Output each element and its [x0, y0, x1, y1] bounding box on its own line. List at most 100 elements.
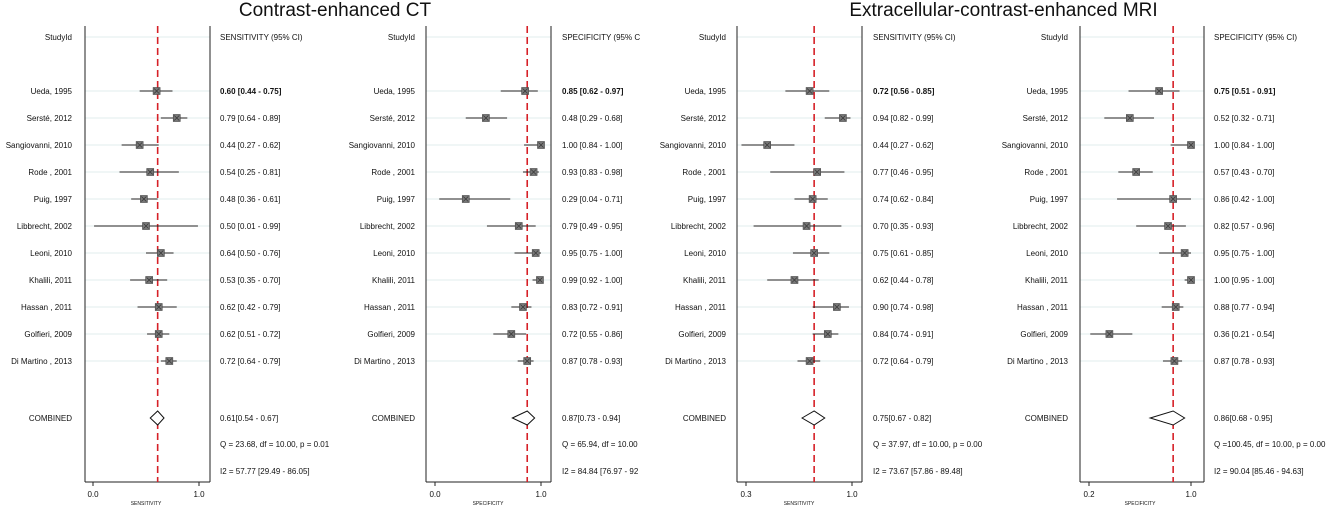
forest-panel-1: StudyId SENSITIVITY (95% CI) Ueda, 1995 0.6… [6, 26, 330, 507]
point-mark [483, 115, 489, 121]
study-ci-label: 0.62 [0.44 - 0.78] [873, 276, 934, 285]
point-mark [803, 223, 810, 229]
x-tick-label: 1.0 [846, 490, 858, 499]
point-mark [516, 223, 522, 229]
study-ci-label: 1.00 [0.95 - 1.00] [1214, 276, 1275, 285]
point-mark [1188, 277, 1194, 283]
study-name: Di Martino , 2013 [11, 357, 72, 366]
point-mark [1188, 142, 1194, 148]
study-ci-label: 0.94 [0.82 - 0.99] [873, 114, 934, 123]
point-mark [508, 331, 515, 337]
study-name: Golfieri, 2009 [678, 330, 726, 339]
forest-panel-2: StudyId SPECIFICITY (95% C Ueda, 1995 0.85 … [349, 26, 640, 507]
x-tick-label: 1.0 [193, 490, 205, 499]
study-name: Hassan , 2011 [1017, 303, 1069, 312]
point-mark [1165, 223, 1171, 229]
study-name: Puig, 1997 [377, 195, 416, 204]
x-axis-label: SPECIFICITY [473, 501, 505, 507]
x-tick-label: 0.0 [429, 490, 441, 499]
study-name: Sangiovanni, 2010 [349, 141, 416, 150]
study-name: Leoni, 2010 [684, 249, 726, 258]
study-id-header: StudyId [388, 33, 415, 42]
point-mark [1127, 115, 1133, 121]
study-name: Hassan , 2011 [21, 303, 73, 312]
study-ci-label: 0.53 [0.35 - 0.70] [220, 276, 281, 285]
x-axis-label: SENSITIVITY [131, 501, 162, 507]
q-statistic: Q = 23.68, df = 10.00, p = 0.01 [220, 440, 330, 449]
study-name: Leoni, 2010 [373, 249, 415, 258]
combined-diamond [801, 410, 826, 426]
study-name: Leoni, 2010 [1026, 249, 1068, 258]
combined-diamond [1148, 410, 1186, 426]
study-name: Khalili, 2011 [683, 276, 727, 285]
point-mark [538, 142, 544, 148]
point-mark [463, 196, 469, 202]
study-name: Libbrecht, 2002 [1013, 222, 1069, 231]
study-name: Di Martino , 2013 [665, 357, 726, 366]
point-mark [840, 115, 846, 121]
point-mark [825, 331, 831, 337]
point-mark [153, 88, 160, 94]
study-ci-label: 0.75 [0.61 - 0.85] [873, 249, 934, 258]
combined-ci-label: 0.87[0.73 - 0.94] [562, 414, 620, 423]
study-ci-label: 0.84 [0.74 - 0.91] [873, 330, 934, 339]
point-mark [811, 250, 817, 256]
study-id-header: StudyId [45, 33, 72, 42]
point-mark [156, 304, 162, 310]
study-id-header: StudyId [699, 33, 726, 42]
i2-statistic: I2 = 73.67 [57.86 - 89.48] [873, 467, 963, 476]
study-name: Libbrecht, 2002 [17, 222, 73, 231]
point-mark [532, 250, 539, 256]
point-mark [136, 142, 143, 148]
point-mark [520, 304, 526, 310]
ci-column-header: SENSITIVITY (95% CI) [220, 33, 303, 42]
study-name: Sangiovanni, 2010 [660, 141, 727, 150]
point-mark [764, 142, 770, 148]
study-ci-label: 0.93 [0.83 - 0.98] [562, 168, 623, 177]
study-name: Leoni, 2010 [30, 249, 72, 258]
point-mark [1156, 88, 1162, 94]
study-ci-label: 0.72 [0.64 - 0.79] [873, 357, 934, 366]
study-name: Sersté, 2012 [27, 114, 73, 123]
study-ci-label: 0.48 [0.29 - 0.68] [562, 114, 623, 123]
point-mark [166, 358, 173, 364]
study-ci-label: 0.60 [0.44 - 0.75] [220, 87, 282, 96]
forest-panel-3: StudyId SENSITIVITY (95% CI) Ueda, 1995 0.7… [660, 26, 983, 507]
point-mark [146, 277, 152, 283]
study-ci-label: 0.83 [0.72 - 0.91] [562, 303, 623, 312]
study-name: Sersté, 2012 [681, 114, 727, 123]
x-axis-label: SPECIFICITY [1125, 501, 1157, 507]
study-ci-label: 0.62 [0.51 - 0.72] [220, 330, 281, 339]
study-ci-label: 0.82 [0.57 - 0.96] [1214, 222, 1275, 231]
study-id-header: StudyId [1041, 33, 1068, 42]
x-tick-label: 1.0 [1185, 490, 1197, 499]
point-mark [1171, 358, 1178, 364]
point-mark [1170, 196, 1176, 202]
study-ci-label: 0.72 [0.56 - 0.85] [873, 87, 935, 96]
study-ci-label: 0.54 [0.25 - 0.81] [220, 168, 281, 177]
point-mark [524, 358, 530, 364]
point-mark [158, 250, 164, 256]
study-name: Puig, 1997 [1030, 195, 1069, 204]
study-ci-label: 0.52 [0.32 - 0.71] [1214, 114, 1275, 123]
study-name: Rode , 2001 [28, 168, 72, 177]
study-ci-label: 0.64 [0.50 - 0.76] [220, 249, 281, 258]
point-mark [147, 169, 153, 175]
point-mark [1106, 331, 1113, 337]
x-tick-label: 0.2 [1083, 490, 1095, 499]
title-extracellular-mri: Extracellular-contrast-enhanced MRI [849, 0, 1158, 21]
study-ci-label: 0.62 [0.42 - 0.79] [220, 303, 281, 312]
study-name: Libbrecht, 2002 [671, 222, 727, 231]
study-name: Di Martino , 2013 [1007, 357, 1068, 366]
study-name: Rode , 2001 [371, 168, 415, 177]
study-ci-label: 0.79 [0.64 - 0.89] [220, 114, 281, 123]
point-mark [141, 196, 147, 202]
point-mark [1181, 250, 1188, 256]
study-name: Ueda, 1995 [374, 87, 416, 96]
point-mark [806, 358, 813, 364]
study-ci-label: 1.00 [0.84 - 1.00] [562, 141, 623, 150]
point-mark [806, 88, 813, 94]
study-ci-label: 0.74 [0.62 - 0.84] [873, 195, 934, 204]
point-mark [530, 169, 537, 175]
